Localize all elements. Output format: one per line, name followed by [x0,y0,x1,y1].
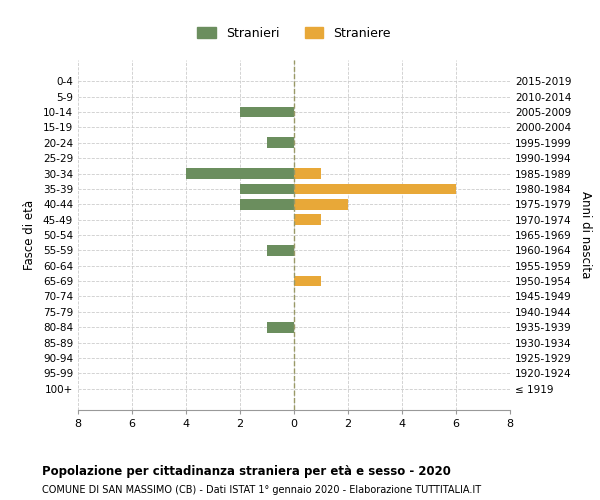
Bar [240,106,294,118]
Text: COMUNE DI SAN MASSIMO (CB) - Dati ISTAT 1° gennaio 2020 - Elaborazione TUTTITALI: COMUNE DI SAN MASSIMO (CB) - Dati ISTAT … [42,485,481,495]
Bar [240,184,294,194]
Bar [294,199,348,209]
Bar [294,184,456,194]
Bar [294,276,321,286]
Bar [267,138,294,148]
Y-axis label: Anni di nascita: Anni di nascita [580,192,592,278]
Bar [267,322,294,332]
Text: Popolazione per cittadinanza straniera per età e sesso - 2020: Popolazione per cittadinanza straniera p… [42,465,451,478]
Bar [267,245,294,256]
Bar [294,168,321,179]
Bar [186,168,294,179]
Bar [294,214,321,225]
Y-axis label: Fasce di età: Fasce di età [23,200,36,270]
Legend: Stranieri, Straniere: Stranieri, Straniere [191,20,397,46]
Bar [240,199,294,209]
